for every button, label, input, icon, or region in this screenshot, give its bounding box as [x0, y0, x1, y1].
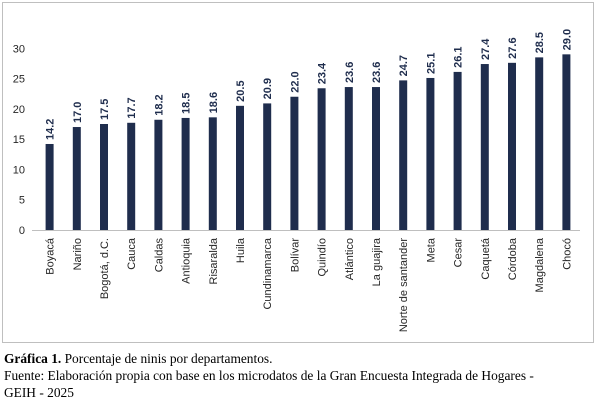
- value-labels: 14.2 17.0 17.5 17.7 18.2 18.5 18.6 20.5 20.9 22.0…: [45, 29, 574, 140]
- category-label: Chocó: [561, 238, 573, 270]
- category-label: La guajira: [371, 237, 383, 286]
- category-label: Cundinamarca: [262, 237, 274, 309]
- bar-chart: 0 5 10 15 20 25 30 14.2 17.0 17.5 17.7 18.2 18.5 18.…: [13, 29, 580, 332]
- category-label: Bogotá, d.C.: [99, 238, 111, 299]
- bar: [562, 54, 571, 230]
- value-label: 14.2: [45, 119, 57, 140]
- category-label: Antioquia: [181, 237, 193, 284]
- value-label: 25.1: [425, 53, 437, 74]
- bar: [372, 87, 380, 231]
- figure-caption: Gráfica 1. Porcentaje de ninis por depar…: [4, 350, 596, 401]
- value-label: 24.7: [398, 55, 410, 76]
- bar: [154, 119, 163, 230]
- bar: [290, 96, 299, 230]
- bar: [127, 122, 136, 230]
- value-label: 23.6: [371, 62, 383, 83]
- value-label: 27.6: [507, 37, 519, 58]
- value-label: 18.6: [208, 92, 220, 113]
- caption-source-line-2: GEIH - 2025: [4, 385, 74, 400]
- value-label: 22.0: [289, 71, 301, 92]
- category-label: Cauca: [126, 237, 138, 270]
- category-label: Caldas: [153, 238, 165, 273]
- category-label: Norte de santander: [398, 238, 410, 333]
- value-label: 23.6: [344, 62, 356, 83]
- value-label: 20.5: [235, 80, 247, 101]
- category-label: Meta: [425, 237, 437, 262]
- bar: [508, 62, 516, 230]
- category-labels: Boyacá Nariño Bogotá, d.C. Cauca Caldas Antio…: [45, 237, 574, 332]
- value-label: 23.4: [317, 62, 329, 84]
- bar: [263, 103, 272, 230]
- value-label: 17.0: [72, 102, 84, 123]
- y-axis: 0 5 10 15 20 25 30: [13, 43, 580, 237]
- bar: [100, 124, 108, 230]
- value-label: 17.7: [126, 97, 138, 118]
- bar: [72, 127, 81, 230]
- caption-title: Porcentaje de ninis por departamentos.: [61, 351, 273, 366]
- value-label: 18.2: [153, 94, 165, 115]
- bar: [399, 80, 408, 230]
- value-label: 18.5: [181, 93, 193, 114]
- category-label: Córdoba: [507, 237, 519, 280]
- category-label: Atlántico: [344, 238, 356, 280]
- value-label: 17.5: [99, 99, 111, 120]
- value-label: 28.5: [534, 32, 546, 53]
- y-tick-label: 10: [13, 164, 25, 176]
- y-tick-label: 25: [13, 74, 25, 86]
- category-label: Boyacá: [45, 237, 57, 275]
- y-tick-label: 0: [19, 225, 25, 237]
- bars: [45, 54, 571, 231]
- value-label: 26.1: [453, 46, 465, 67]
- bar: [426, 77, 435, 230]
- bar: [236, 105, 244, 230]
- caption-title-line: Gráfica 1. Porcentaje de ninis por depar…: [4, 350, 596, 367]
- category-label: Caquetá: [480, 237, 492, 279]
- y-tick-label: 30: [13, 43, 25, 55]
- value-label: 27.4: [480, 38, 492, 60]
- y-tick-label: 15: [13, 134, 25, 146]
- bar: [480, 64, 489, 230]
- category-label: Quindío: [317, 238, 329, 277]
- category-label: Cesar: [453, 238, 465, 268]
- bar: [453, 71, 462, 230]
- bar: [344, 87, 353, 231]
- bar: [181, 117, 190, 230]
- bar: [45, 143, 54, 230]
- category-label: Bolívar: [289, 238, 301, 273]
- y-tick-label: 20: [13, 104, 25, 116]
- y-tick-label: 5: [19, 195, 25, 207]
- value-label: 29.0: [561, 29, 573, 50]
- caption-label: Gráfica 1.: [4, 351, 62, 366]
- caption-source-line-1: Fuente: Elaboración propia con base en l…: [4, 368, 534, 383]
- category-label: Nariño: [72, 238, 84, 270]
- category-label: Magdalena: [534, 237, 546, 292]
- bar: [535, 57, 544, 230]
- category-label: Risaralda: [208, 237, 220, 284]
- category-label: Huila: [235, 237, 247, 263]
- value-label: 20.9: [262, 78, 274, 99]
- bar: [208, 117, 217, 230]
- bar: [317, 88, 326, 231]
